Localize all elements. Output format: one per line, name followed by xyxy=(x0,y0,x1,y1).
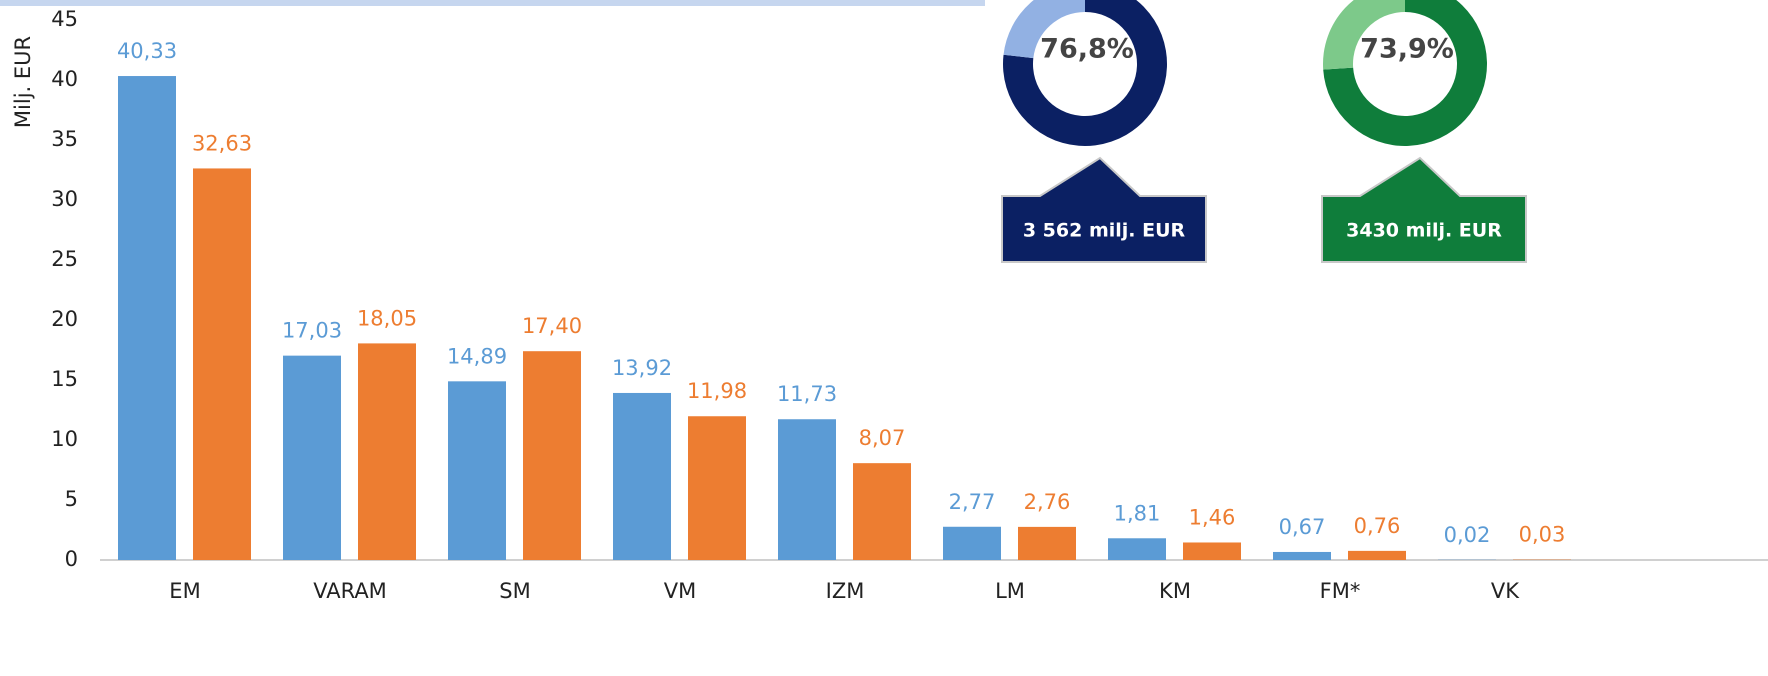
value-label: 18,05 xyxy=(357,306,417,330)
y-tick-label: 10 xyxy=(51,427,78,451)
y-tick-label: 40 xyxy=(51,67,78,91)
value-label: 0,67 xyxy=(1279,515,1326,539)
value-label: 0,02 xyxy=(1444,523,1491,547)
bar xyxy=(118,76,176,560)
x-tick-label: FM* xyxy=(1320,579,1361,603)
donut-center-label: 73,9% xyxy=(1360,34,1454,65)
x-tick-label: VM xyxy=(664,579,696,603)
x-tick-label: SM xyxy=(499,579,530,603)
bar xyxy=(613,392,671,560)
callout-box xyxy=(1321,156,1527,263)
x-tick-label: EM xyxy=(169,579,200,603)
value-label: 0,76 xyxy=(1354,514,1401,538)
value-label: 40,33 xyxy=(117,39,177,63)
x-tick-label: LM xyxy=(995,579,1025,603)
bar xyxy=(1348,550,1406,560)
y-tick-label: 0 xyxy=(65,547,78,571)
value-label: 32,63 xyxy=(192,131,252,155)
donut-slice xyxy=(1323,0,1405,70)
x-tick-label: VK xyxy=(1491,579,1520,603)
y-tick-label: 20 xyxy=(51,307,78,331)
donut-center-label: 76,8% xyxy=(1040,34,1134,65)
bar xyxy=(448,381,506,560)
donut-slice xyxy=(1003,0,1167,146)
value-label: 1,46 xyxy=(1189,505,1236,529)
y-tick-label: 45 xyxy=(51,7,78,31)
y-tick-label: 25 xyxy=(51,247,78,271)
bar xyxy=(1183,542,1241,560)
value-label: 8,07 xyxy=(859,426,906,450)
callout-label: 3 562 milj. EUR xyxy=(1023,220,1186,242)
y-axis-label: Milj. EUR xyxy=(11,36,35,128)
bar xyxy=(778,419,836,560)
bar xyxy=(1018,526,1076,560)
callout-box xyxy=(1001,156,1207,263)
value-label: 2,76 xyxy=(1024,490,1071,514)
header-strip xyxy=(0,0,985,6)
y-tick-label: 35 xyxy=(51,127,78,151)
value-label: 1,81 xyxy=(1114,501,1161,525)
bar xyxy=(1108,538,1166,560)
bar xyxy=(688,416,746,560)
x-tick-label: VARAM xyxy=(313,579,387,603)
bar xyxy=(358,343,416,560)
value-label: 17,03 xyxy=(282,319,342,343)
value-label: 17,40 xyxy=(522,314,582,338)
value-label: 2,77 xyxy=(949,490,996,514)
x-tick-label: IZM xyxy=(826,579,865,603)
y-tick-label: 30 xyxy=(51,187,78,211)
y-tick-label: 5 xyxy=(65,487,78,511)
bar xyxy=(853,463,911,560)
bar xyxy=(523,351,581,560)
x-tick-label: KM xyxy=(1159,579,1191,603)
bar xyxy=(943,526,1001,560)
y-tick-label: 15 xyxy=(51,367,78,391)
bar xyxy=(1273,551,1331,560)
value-label: 0,03 xyxy=(1519,523,1566,547)
value-label: 14,89 xyxy=(447,344,507,368)
donut-slice xyxy=(1003,0,1085,59)
bar xyxy=(283,355,341,560)
value-label: 11,98 xyxy=(687,379,747,403)
bar xyxy=(193,168,251,560)
donut-slice xyxy=(1323,0,1487,146)
value-label: 13,92 xyxy=(612,356,672,380)
value-label: 11,73 xyxy=(777,382,837,406)
callout-label: 3430 milj. EUR xyxy=(1346,220,1502,242)
